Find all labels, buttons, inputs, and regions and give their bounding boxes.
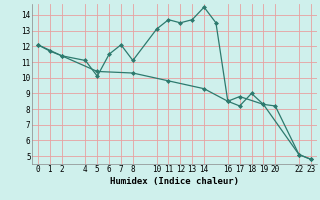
X-axis label: Humidex (Indice chaleur): Humidex (Indice chaleur) xyxy=(110,177,239,186)
